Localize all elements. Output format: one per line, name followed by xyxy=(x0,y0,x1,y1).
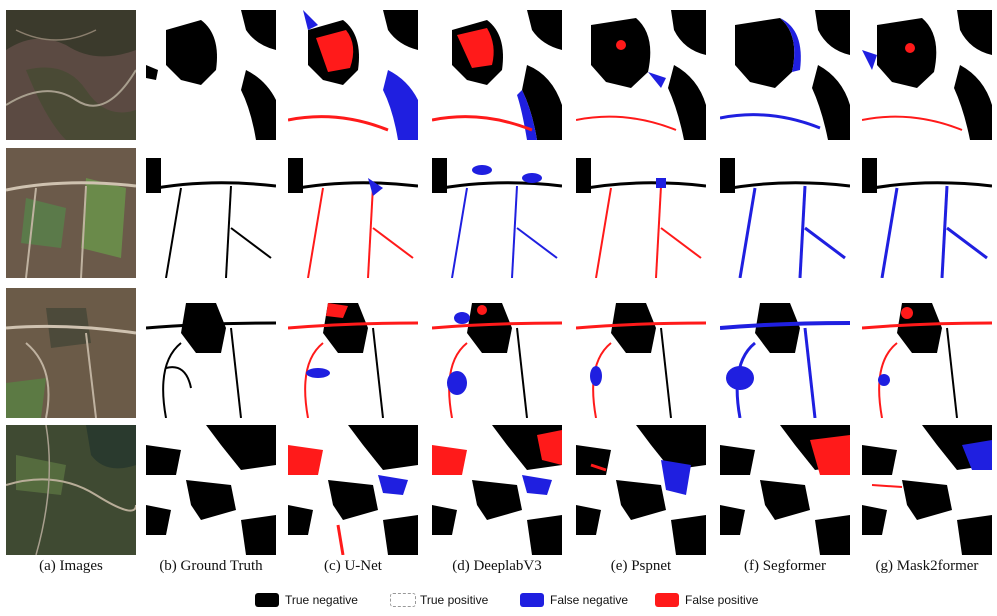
column-label-mask2former: (g) Mask2former xyxy=(875,558,979,574)
aerial-image-1 xyxy=(6,10,136,140)
column-label-deeplabv3: (d) DeeplabV3 xyxy=(452,558,542,574)
unet-prediction-3 xyxy=(288,288,418,418)
ground-truth-mask-1 xyxy=(146,10,276,140)
ground-truth-mask-2 xyxy=(146,148,276,278)
mask2former-prediction-3 xyxy=(862,288,992,418)
legend-label-true-positive: True positive xyxy=(420,593,489,607)
aerial-image-4 xyxy=(6,425,136,555)
unet-prediction-1 xyxy=(288,10,418,140)
legend-swatch-true-positive xyxy=(390,593,416,607)
pspnet-prediction-1 xyxy=(576,10,706,140)
legend-swatch-false-negative xyxy=(520,593,544,607)
aerial-image-3 xyxy=(6,288,136,418)
column-label-segformer: (f) Segformer xyxy=(743,558,827,574)
column-label-ground-truth: (b) Ground Truth xyxy=(159,558,263,574)
deeplabv3-prediction-1 xyxy=(432,10,562,140)
pspnet-prediction-3 xyxy=(576,288,706,418)
legend-label-false-positive: False positive xyxy=(685,593,759,607)
deeplabv3-prediction-3 xyxy=(432,288,562,418)
column-label-images: (a) Images xyxy=(39,558,103,574)
pspnet-prediction-2 xyxy=(576,148,706,278)
segformer-prediction-4 xyxy=(720,425,850,555)
ground-truth-mask-4 xyxy=(146,425,276,555)
pspnet-prediction-4 xyxy=(576,425,706,555)
unet-prediction-4 xyxy=(288,425,418,555)
legend: True negative True positive False negati… xyxy=(255,590,815,612)
legend-label-true-negative: True negative xyxy=(285,593,358,607)
deeplabv3-prediction-4 xyxy=(432,425,562,555)
segformer-prediction-1 xyxy=(720,10,850,140)
mask2former-prediction-1 xyxy=(862,10,992,140)
mask2former-prediction-4 xyxy=(862,425,992,555)
deeplabv3-prediction-2 xyxy=(432,148,562,278)
legend-swatch-false-positive xyxy=(655,593,679,607)
legend-label-false-negative: False negative xyxy=(550,593,629,607)
segformer-prediction-2 xyxy=(720,148,850,278)
unet-prediction-2 xyxy=(288,148,418,278)
legend-swatch-true-negative xyxy=(255,593,279,607)
aerial-image-2 xyxy=(6,148,136,278)
column-label-pspnet: (e) Pspnet xyxy=(610,558,672,574)
column-label-unet: (c) U-Net xyxy=(324,558,382,574)
ground-truth-mask-3 xyxy=(146,288,276,418)
mask2former-prediction-2 xyxy=(862,148,992,278)
segformer-prediction-3 xyxy=(720,288,850,418)
